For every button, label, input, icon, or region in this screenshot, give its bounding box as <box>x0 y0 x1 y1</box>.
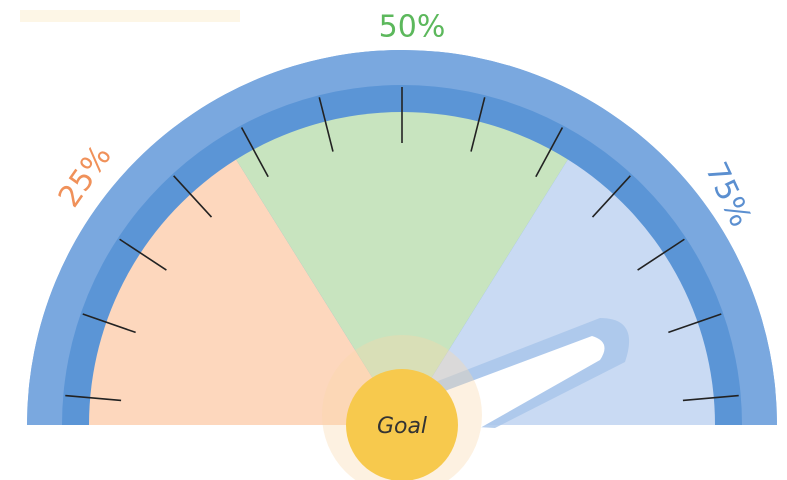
tick <box>119 238 167 271</box>
sector-mid <box>236 111 568 425</box>
sector-low <box>89 159 402 425</box>
goal-circle <box>346 369 458 480</box>
gauge <box>27 50 777 480</box>
tick <box>65 394 122 402</box>
sector-high <box>402 159 715 425</box>
tick <box>82 313 136 334</box>
tick <box>535 127 564 178</box>
tick <box>682 394 739 402</box>
goal-label: Goal <box>377 414 427 439</box>
tick <box>318 97 334 152</box>
tick <box>668 313 722 334</box>
tick <box>591 175 631 218</box>
label-50: 50% <box>379 10 446 45</box>
tick <box>173 175 213 218</box>
header-strip <box>20 10 240 22</box>
tick <box>637 238 685 271</box>
tick <box>240 127 269 178</box>
tick <box>470 97 486 152</box>
